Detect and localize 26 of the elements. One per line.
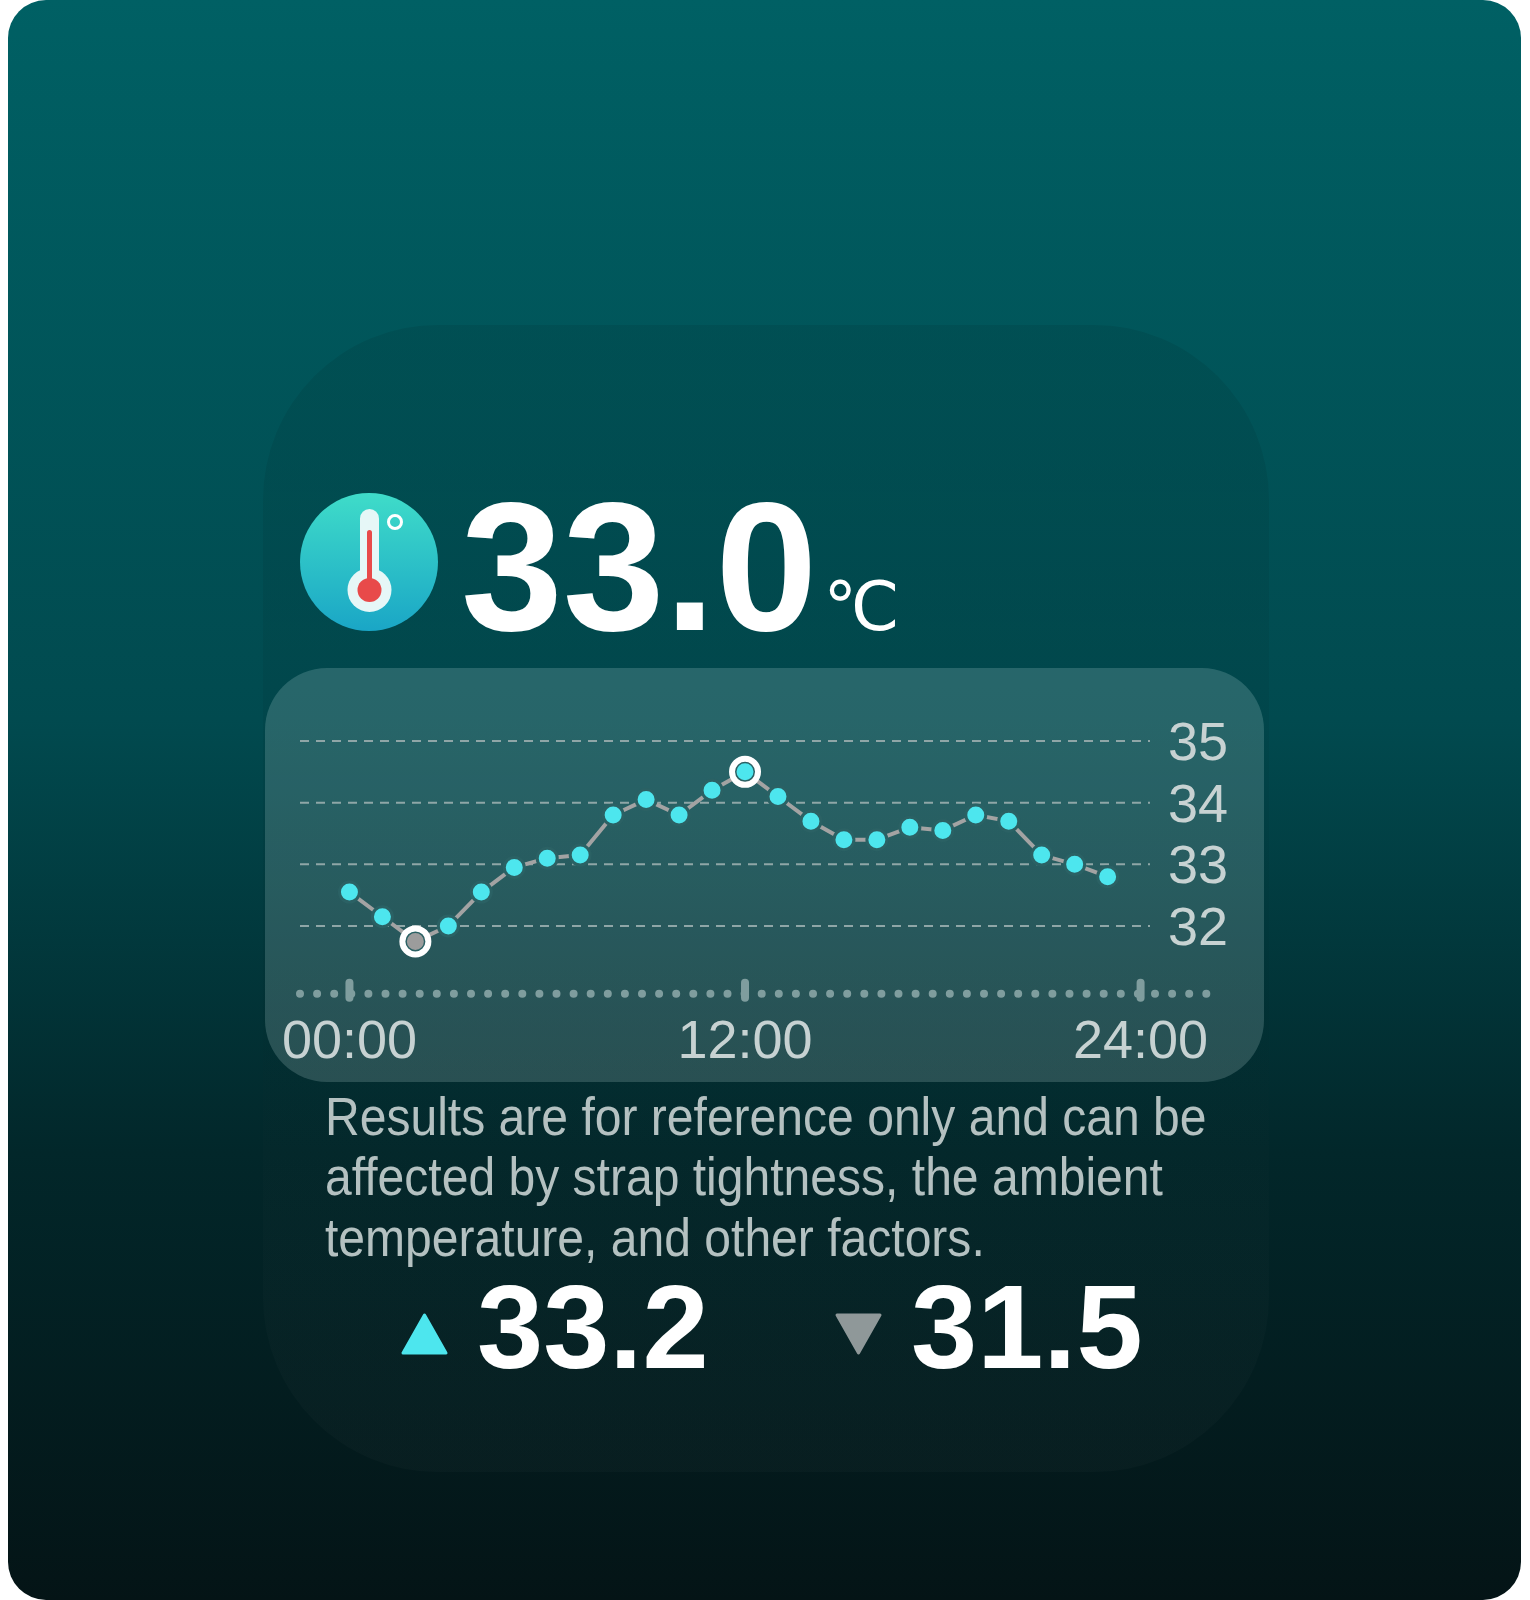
- point: [700, 778, 724, 802]
- point: [865, 828, 889, 852]
- point: [799, 809, 823, 833]
- point: [898, 815, 922, 839]
- point: [1096, 865, 1120, 889]
- point: [667, 803, 691, 827]
- point: [535, 846, 559, 870]
- point: [997, 809, 1021, 833]
- point: [436, 914, 460, 938]
- point: [568, 843, 592, 867]
- point: [469, 880, 493, 904]
- y-tick-label: 33: [1167, 834, 1228, 895]
- chart-title: 33.0℃: [461, 464, 900, 669]
- y-tick-label: 32: [1167, 895, 1228, 956]
- x-tick-label: 00:00: [281, 1009, 418, 1069]
- x-tick-label: 24:00: [1073, 1009, 1209, 1069]
- point: [601, 803, 625, 827]
- point: [832, 828, 856, 852]
- point: [1063, 852, 1087, 876]
- y-tick-label: 35: [1167, 711, 1228, 771]
- point: [964, 803, 988, 827]
- point: [337, 880, 361, 904]
- y-tick-label: 34: [1167, 772, 1228, 833]
- point: [370, 905, 394, 929]
- point: [1030, 843, 1054, 867]
- x-tick-label: 12:00: [677, 1009, 813, 1069]
